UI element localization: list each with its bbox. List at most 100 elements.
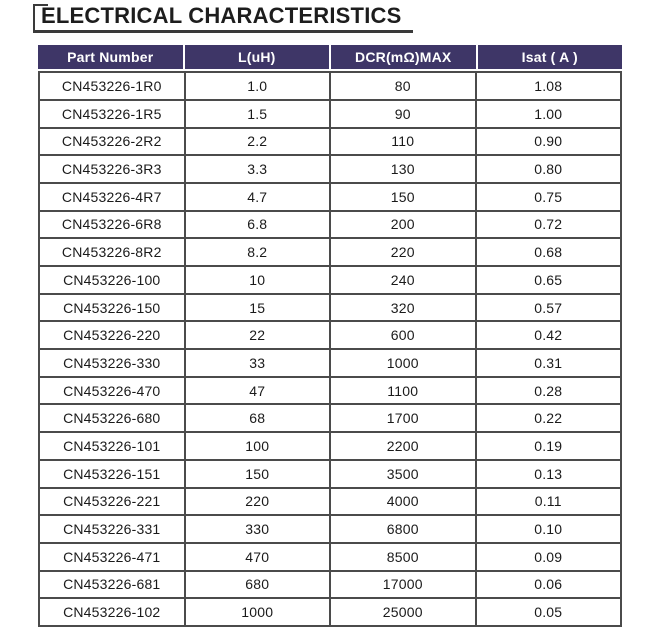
cell-dcr-max: 220 [329, 237, 477, 267]
cell-inductance: 47 [183, 375, 331, 406]
cell-dcr-max: 1000 [329, 348, 477, 378]
cell-dcr-max: 90 [329, 98, 477, 129]
column-header-part-number: Part Number [38, 45, 185, 70]
cell-dcr-max: 320 [329, 292, 477, 323]
cell-inductance: 1.0 [183, 71, 331, 101]
cell-dcr-max: 2200 [329, 431, 477, 461]
electrical-characteristics-table: Part Number L(uH) DCR(mΩ)MAX Isat ( A ) … [0, 45, 666, 627]
cell-inductance: 680 [183, 569, 331, 600]
table-row: CN453226-221 220 4000 0.11 [38, 486, 622, 517]
cell-part-number: CN453226-220 [38, 320, 186, 351]
table-body: CN453226-1R0 1.0 80 1.08 CN453226-1R5 1.5 90 1.… [38, 71, 622, 627]
table-row: CN453226-8R2 8.2 220 0.68 [38, 237, 622, 267]
cell-isat: 0.19 [474, 431, 622, 461]
cell-part-number: CN453226-100 [38, 265, 186, 295]
cell-inductance: 330 [183, 514, 331, 544]
table-header-row: Part Number L(uH) DCR(mΩ)MAX Isat ( A ) [38, 45, 622, 70]
cell-part-number: CN453226-1R0 [38, 71, 186, 101]
cell-dcr-max: 25000 [329, 597, 477, 627]
cell-inductance: 6.8 [183, 209, 331, 240]
cell-isat: 0.42 [474, 320, 622, 351]
cell-dcr-max: 1700 [329, 403, 477, 434]
cell-part-number: CN453226-681 [38, 569, 186, 600]
cell-inductance: 68 [183, 403, 331, 434]
cell-isat: 0.80 [474, 154, 622, 184]
cell-isat: 0.65 [474, 265, 622, 295]
cell-dcr-max: 17000 [329, 569, 477, 600]
column-header-isat: Isat ( A ) [521, 49, 578, 66]
cell-dcr-max: 600 [329, 320, 477, 351]
cell-part-number: CN453226-6R8 [38, 209, 186, 240]
cell-part-number: CN453226-3R3 [38, 154, 186, 184]
cell-isat: 0.90 [474, 126, 622, 157]
cell-isat: 0.72 [474, 209, 622, 240]
cell-isat: 0.06 [474, 569, 622, 600]
cell-inductance: 3.3 [183, 154, 331, 184]
cell-part-number: CN453226-151 [38, 458, 186, 489]
cell-inductance: 8.2 [183, 237, 331, 267]
cell-isat: 0.13 [474, 458, 622, 489]
cell-dcr-max: 3500 [329, 458, 477, 489]
table-rows: CN453226-1R0 1.0 80 1.08 CN453226-1R5 1.5 90 1.… [38, 71, 622, 627]
cell-part-number: CN453226-150 [38, 292, 186, 323]
cell-isat: 0.75 [474, 181, 622, 212]
cell-dcr-max: 6800 [329, 514, 477, 544]
cell-isat: 1.08 [474, 71, 622, 101]
cell-isat: 1.00 [474, 98, 622, 129]
cell-dcr-max: 1100 [329, 375, 477, 406]
cell-isat: 0.28 [474, 375, 622, 406]
cell-part-number: CN453226-331 [38, 514, 186, 544]
cell-part-number: CN453226-221 [38, 486, 186, 517]
cell-part-number: CN453226-4R7 [38, 181, 186, 212]
cell-inductance: 1.5 [183, 98, 331, 129]
table-row: CN453226-4R7 4.7 150 0.75 [38, 181, 622, 212]
cell-inductance: 4.7 [183, 181, 331, 212]
cell-isat: 0.10 [474, 514, 622, 544]
cell-part-number: CN453226-8R2 [38, 237, 186, 267]
page-title: ELECTRICAL CHARACTERISTICS [33, 3, 414, 34]
table-row: CN453226-1R0 1.0 80 1.08 [38, 71, 622, 101]
column-header-inductance: L(uH) [185, 45, 331, 70]
cell-inductance: 150 [183, 458, 331, 489]
cell-isat: 0.31 [474, 348, 622, 378]
cell-part-number: CN453226-680 [38, 403, 186, 434]
table-row: CN453226-100 10 240 0.65 [38, 265, 622, 295]
cell-inductance: 10 [183, 265, 331, 295]
table-row: CN453226-151 150 3500 0.13 [38, 458, 622, 489]
table-row: CN453226-150 15 320 0.57 [38, 292, 622, 323]
cell-part-number: CN453226-1R5 [38, 98, 186, 129]
cell-inductance: 2.2 [183, 126, 331, 157]
table-row: CN453226-6R8 6.8 200 0.72 [38, 209, 622, 240]
table-row: CN453226-102 1000 25000 0.05 [38, 597, 622, 627]
cell-isat: 0.09 [474, 541, 622, 572]
cell-inductance: 220 [183, 486, 331, 517]
table-row: CN453226-680 68 1700 0.22 [38, 403, 622, 434]
cell-inductance: 1000 [183, 597, 331, 627]
cell-dcr-max: 200 [329, 209, 477, 240]
cell-dcr-max: 4000 [329, 486, 477, 517]
table-row: CN453226-220 22 600 0.42 [38, 320, 622, 351]
cell-part-number: CN453226-471 [38, 541, 186, 572]
cell-dcr-max: 80 [329, 71, 477, 101]
table-row: CN453226-471 470 8500 0.09 [38, 541, 622, 572]
cell-dcr-max: 130 [329, 154, 477, 184]
cell-isat: 0.68 [474, 237, 622, 267]
table-row: CN453226-1R5 1.5 90 1.00 [38, 98, 622, 129]
table-row: CN453226-331 330 6800 0.10 [38, 514, 622, 544]
table-row: CN453226-681 680 17000 0.06 [38, 569, 622, 600]
table-row: CN453226-470 47 1100 0.28 [38, 375, 622, 406]
cell-part-number: CN453226-101 [38, 431, 186, 461]
cell-inductance: 15 [183, 292, 331, 323]
cell-part-number: CN453226-330 [38, 348, 186, 378]
cell-inductance: 100 [183, 431, 331, 461]
table-row: CN453226-101 100 2200 0.19 [38, 431, 622, 461]
cell-part-number: CN453226-102 [38, 597, 186, 627]
table-row: CN453226-3R3 3.3 130 0.80 [38, 154, 622, 184]
cell-inductance: 33 [183, 348, 331, 378]
column-header-dcr-max: DCR(mΩ)MAX [331, 45, 478, 70]
cell-dcr-max: 240 [329, 265, 477, 295]
cell-isat: 0.11 [474, 486, 622, 517]
cell-dcr-max: 8500 [329, 541, 477, 572]
cell-dcr-max: 110 [329, 126, 477, 157]
